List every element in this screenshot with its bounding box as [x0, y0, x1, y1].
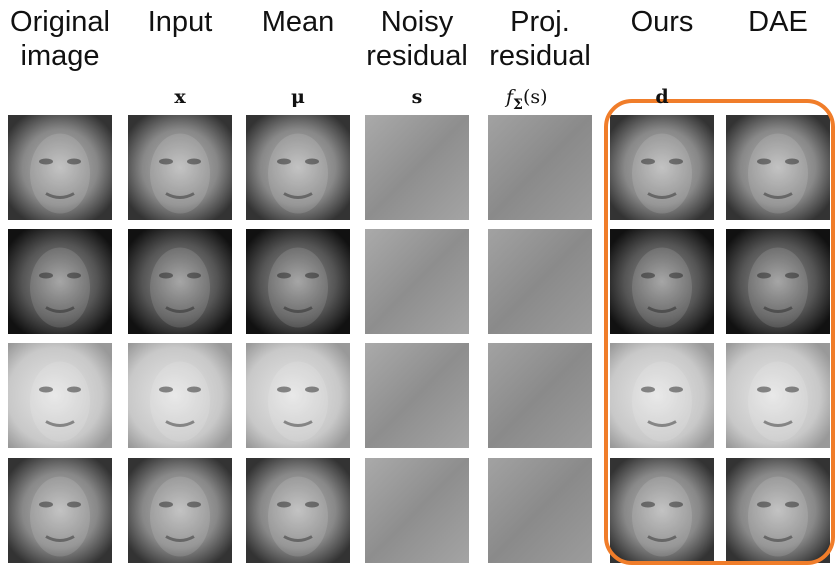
column-title: DAE [748, 6, 808, 38]
eye [187, 502, 201, 508]
face-image [488, 458, 592, 563]
eye [67, 273, 81, 279]
eye [67, 502, 81, 508]
face-image [365, 343, 469, 448]
eye [67, 159, 81, 165]
eye [159, 273, 173, 279]
face-image [488, 229, 592, 334]
eye [39, 273, 53, 279]
face-image [365, 229, 469, 334]
eye [641, 159, 655, 165]
eye [305, 502, 319, 508]
column-title: Mean [262, 6, 335, 38]
eye [277, 387, 291, 393]
eye [785, 502, 799, 508]
eye [305, 159, 319, 165]
column-title: Proj. [510, 6, 570, 38]
eye [785, 159, 799, 165]
column-symbol: s [412, 86, 423, 108]
eye [641, 273, 655, 279]
eye [159, 502, 173, 508]
eye [641, 502, 655, 508]
eye [187, 159, 201, 165]
eye [187, 387, 201, 393]
symbol-subscript: Σ [513, 97, 523, 113]
face-image [488, 115, 592, 220]
column-title: Noisy [381, 6, 454, 38]
eye [277, 273, 291, 279]
face-shape [748, 134, 808, 214]
eye [669, 159, 683, 165]
face-shape [632, 477, 692, 557]
column-title: residual [489, 40, 591, 72]
face-shape [150, 248, 210, 328]
column-title: Input [148, 6, 213, 38]
column-symbol: μ [291, 86, 305, 108]
face-shape [30, 362, 90, 442]
face-shape [150, 362, 210, 442]
eye [67, 387, 81, 393]
face-shape [150, 477, 210, 557]
face-shape [30, 248, 90, 328]
face-image [488, 343, 592, 448]
eye [641, 387, 655, 393]
face-shape [632, 248, 692, 328]
column-title: image [21, 40, 100, 72]
eye [39, 387, 53, 393]
eye [159, 159, 173, 165]
face-shape [30, 134, 90, 214]
column-title: Original [10, 6, 110, 38]
face-image [365, 115, 469, 220]
eye [277, 159, 291, 165]
face-shape [268, 477, 328, 557]
eye [187, 273, 201, 279]
image-grid [8, 115, 830, 563]
eye [669, 502, 683, 508]
symbol-suffix: (s) [523, 86, 548, 108]
eye [305, 273, 319, 279]
eye [757, 387, 771, 393]
column-title: residual [366, 40, 468, 72]
column-symbol: x [174, 86, 186, 108]
face-shape [268, 248, 328, 328]
face-shape [748, 477, 808, 557]
eye [669, 387, 683, 393]
face-shape [632, 134, 692, 214]
face-shape [748, 362, 808, 442]
face-shape [268, 362, 328, 442]
face-shape [150, 134, 210, 214]
figure: OriginalimageInputxMeanμNoisyresidualsPr… [0, 0, 836, 566]
column-symbol: d [655, 86, 668, 108]
face-shape [268, 134, 328, 214]
face-shape [748, 248, 808, 328]
eye [785, 387, 799, 393]
eye [757, 502, 771, 508]
eye [785, 273, 799, 279]
eye [159, 387, 173, 393]
face-shape [632, 362, 692, 442]
face-shape [30, 477, 90, 557]
eye [757, 273, 771, 279]
face-image [365, 458, 469, 563]
column-symbol: fΣ(s) [504, 86, 548, 113]
eye [757, 159, 771, 165]
eye [669, 273, 683, 279]
column-title: Ours [631, 6, 694, 38]
eye [277, 502, 291, 508]
eye [305, 387, 319, 393]
eye [39, 159, 53, 165]
eye [39, 502, 53, 508]
